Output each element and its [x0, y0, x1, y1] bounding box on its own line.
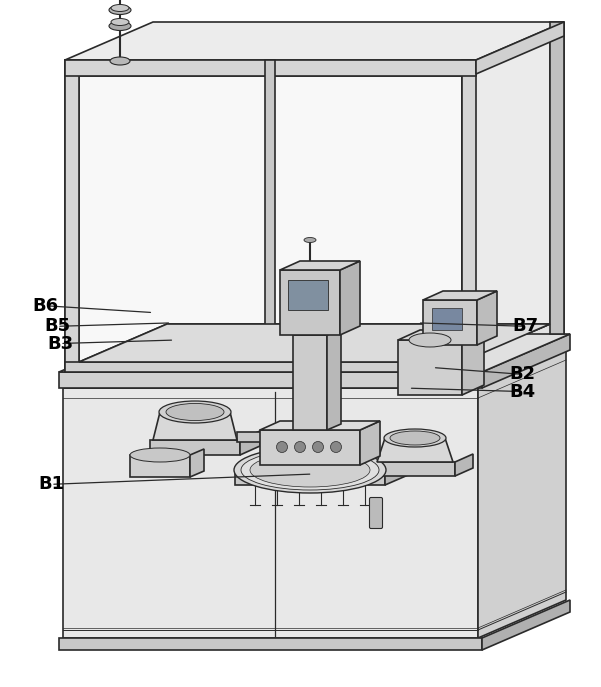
Polygon shape — [260, 430, 360, 465]
Text: B2: B2 — [510, 365, 536, 383]
Polygon shape — [59, 372, 482, 388]
Text: B6: B6 — [32, 297, 58, 315]
Polygon shape — [293, 335, 327, 430]
Polygon shape — [550, 22, 564, 334]
Polygon shape — [340, 261, 360, 335]
Polygon shape — [150, 440, 240, 455]
FancyBboxPatch shape — [432, 308, 462, 330]
FancyBboxPatch shape — [288, 280, 328, 310]
Polygon shape — [63, 350, 566, 388]
Polygon shape — [455, 454, 473, 476]
Polygon shape — [235, 470, 385, 485]
Ellipse shape — [166, 403, 224, 420]
Polygon shape — [385, 457, 415, 485]
Ellipse shape — [304, 238, 316, 243]
Ellipse shape — [250, 453, 370, 487]
Polygon shape — [360, 421, 380, 465]
Polygon shape — [260, 421, 380, 430]
Circle shape — [313, 442, 323, 453]
Polygon shape — [63, 388, 478, 638]
Polygon shape — [462, 60, 476, 372]
Polygon shape — [59, 638, 482, 650]
Polygon shape — [65, 22, 564, 60]
Polygon shape — [293, 329, 341, 335]
Polygon shape — [327, 329, 341, 430]
Polygon shape — [462, 38, 550, 362]
Polygon shape — [375, 462, 455, 476]
Polygon shape — [482, 334, 570, 388]
Polygon shape — [423, 300, 477, 345]
Polygon shape — [130, 455, 190, 477]
Ellipse shape — [390, 431, 440, 445]
Ellipse shape — [109, 21, 131, 30]
Text: B3: B3 — [47, 335, 73, 352]
Polygon shape — [398, 330, 484, 340]
Polygon shape — [79, 324, 550, 362]
Circle shape — [276, 442, 287, 453]
Circle shape — [294, 442, 305, 453]
Polygon shape — [423, 291, 497, 300]
Polygon shape — [280, 261, 360, 270]
Polygon shape — [462, 330, 484, 395]
Polygon shape — [477, 291, 497, 345]
Ellipse shape — [234, 447, 386, 493]
Ellipse shape — [111, 5, 129, 12]
Polygon shape — [153, 412, 237, 440]
Text: B1: B1 — [38, 475, 64, 493]
Polygon shape — [280, 270, 340, 335]
Ellipse shape — [159, 401, 231, 423]
Polygon shape — [65, 60, 476, 372]
FancyBboxPatch shape — [370, 497, 382, 528]
Text: B5: B5 — [44, 317, 70, 335]
Ellipse shape — [241, 450, 379, 490]
Polygon shape — [478, 350, 566, 638]
Polygon shape — [190, 449, 204, 477]
Circle shape — [331, 442, 341, 453]
Polygon shape — [65, 60, 79, 372]
Ellipse shape — [130, 448, 190, 462]
Ellipse shape — [109, 5, 131, 14]
Polygon shape — [482, 600, 570, 650]
Polygon shape — [398, 340, 462, 395]
Polygon shape — [59, 334, 570, 372]
Polygon shape — [476, 22, 564, 372]
Polygon shape — [79, 324, 550, 362]
Text: B7: B7 — [513, 317, 539, 335]
Polygon shape — [377, 438, 453, 462]
Ellipse shape — [384, 429, 446, 447]
Polygon shape — [240, 431, 260, 455]
Polygon shape — [79, 76, 462, 362]
Polygon shape — [476, 22, 564, 74]
Ellipse shape — [409, 333, 451, 347]
Polygon shape — [265, 60, 275, 372]
Ellipse shape — [110, 57, 130, 65]
Ellipse shape — [111, 19, 129, 25]
Polygon shape — [65, 362, 476, 372]
Polygon shape — [65, 60, 476, 76]
Text: B4: B4 — [510, 383, 536, 401]
Polygon shape — [237, 432, 275, 442]
